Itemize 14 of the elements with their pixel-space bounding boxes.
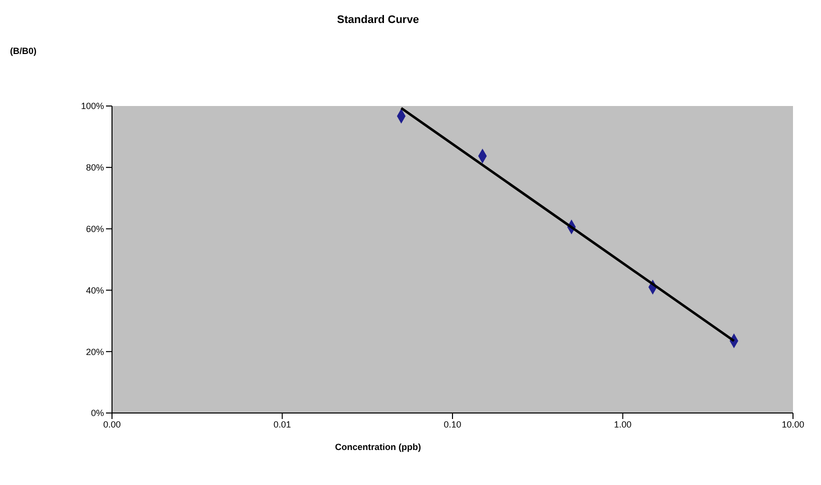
y-tick-label: 100% [80, 101, 104, 112]
chart-title: Standard Curve [336, 14, 420, 26]
text: (B/B0) [10, 46, 36, 56]
x-tick-label: 10.00 [782, 419, 804, 430]
y-tick-label: 0% [90, 408, 104, 418]
x-tick-label: 0.01 [273, 419, 292, 430]
x-tick-label: 0.00 [103, 419, 121, 430]
x-tick-label: 0.10 [444, 419, 462, 430]
x-tick-label: 1.00 [614, 419, 632, 430]
y-tick-label: 80% [86, 162, 104, 173]
x-axis-title: Concentration (ppb) [334, 442, 422, 452]
y-tick-label: 20% [86, 346, 104, 357]
y-tick-label: 60% [86, 224, 104, 234]
y-tick-label: 40% [86, 285, 104, 296]
